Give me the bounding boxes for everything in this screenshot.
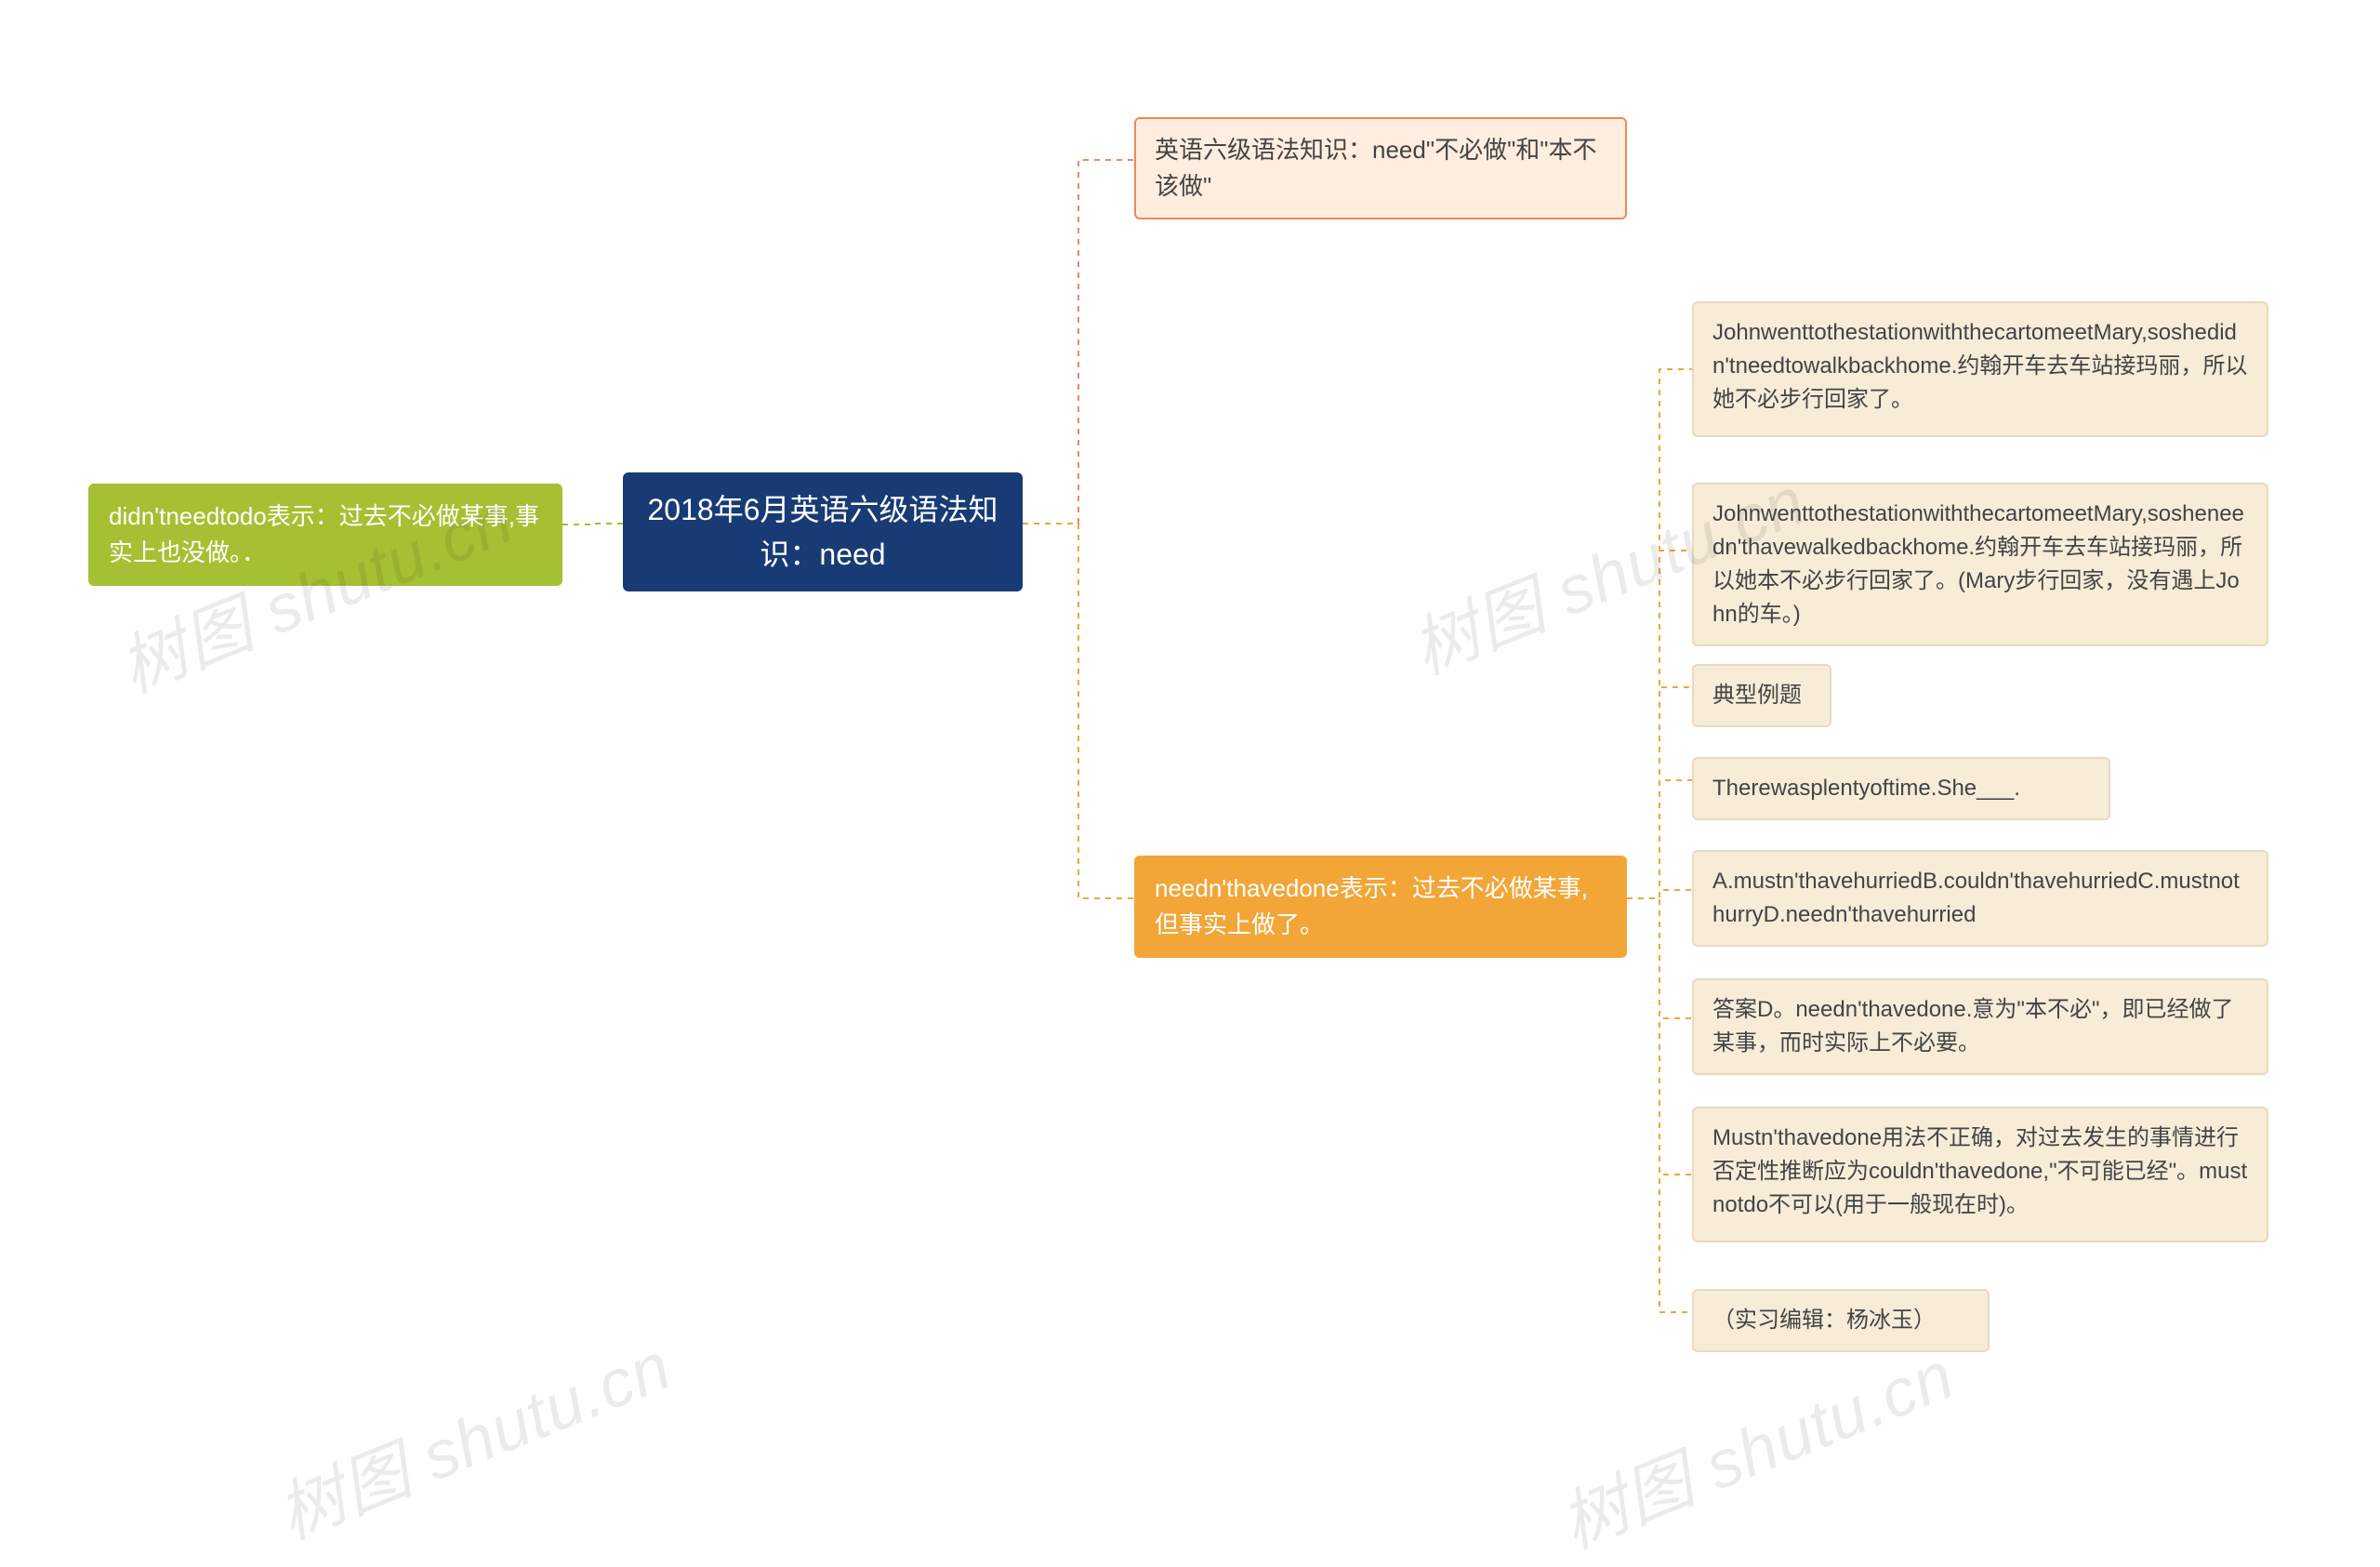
mindmap-branch-left-didnt-need[interactable]: didn'tneedtodo表示：过去不必做某事,事实上也没做。． [88, 484, 562, 586]
watermark-text: 树图 shutu.cn [261, 1311, 683, 1558]
connector-layer [0, 0, 2380, 1506]
mindmap-root[interactable]: 2018年6月英语六级语法知识：need [623, 472, 1023, 591]
mindmap-leaf-question[interactable]: Therewasplentyoftime.She___. [1692, 757, 2110, 820]
mindmap-branch-right-intro[interactable]: 英语六级语法知识：need"不必做"和"本不该做" [1134, 117, 1627, 219]
mindmap-branch-right-neednt[interactable]: needn'thavedone表示：过去不必做某事,但事实上做了。 [1134, 856, 1627, 958]
mindmap-leaf-explain[interactable]: Mustn'thavedone用法不正确，对过去发生的事情进行否定性推断应为co… [1692, 1107, 2268, 1242]
watermark-text: 树图 shutu.cn [1544, 1321, 1966, 1567]
mindmap-leaf-sample-q-label[interactable]: 典型例题 [1692, 664, 1831, 727]
mindmap-leaf-options[interactable]: A.mustn'thavehurriedB.couldn'thavehurrie… [1692, 850, 2268, 947]
mindmap-leaf-editor[interactable]: （实习编辑：杨冰玉） [1692, 1289, 1990, 1352]
mindmap-leaf-example-2[interactable]: JohnwenttothestationwiththecartomeetMary… [1692, 483, 2268, 646]
mindmap-leaf-example-1[interactable]: JohnwenttothestationwiththecartomeetMary… [1692, 301, 2268, 437]
mindmap-leaf-answer[interactable]: 答案D。needn'thavedone.意为"本不必"，即已经做了某事，而时实际… [1692, 978, 2268, 1075]
